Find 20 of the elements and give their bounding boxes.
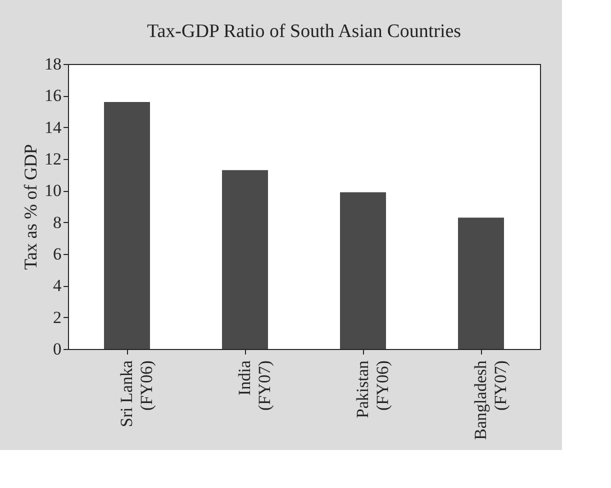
bar bbox=[104, 102, 150, 349]
y-tick-label: 4 bbox=[53, 276, 62, 296]
y-axis-title: Tax as % of GDP bbox=[20, 144, 40, 270]
x-tick-label: Sri Lanka (FY06) bbox=[117, 360, 156, 428]
x-tick-label: India (FY07) bbox=[235, 360, 274, 411]
y-tick-label: 0 bbox=[53, 340, 62, 358]
chart-title: Tax-GDP Ratio of South Asian Countries bbox=[146, 21, 462, 42]
x-tick-label: Pakistan (FY06) bbox=[353, 360, 392, 418]
y-tick-label: 18 bbox=[44, 54, 62, 74]
y-tick-label: 8 bbox=[53, 212, 62, 232]
y-tick-label: 6 bbox=[53, 244, 62, 264]
y-tick-label: 14 bbox=[44, 118, 62, 137]
bar bbox=[458, 218, 504, 349]
y-tick-label: 12 bbox=[44, 150, 62, 168]
x-tick-label: Bangladesh (FY07) bbox=[471, 360, 510, 440]
y-tick-label: 16 bbox=[44, 86, 62, 106]
y-tick-label: 10 bbox=[44, 181, 62, 200]
bar bbox=[340, 192, 386, 349]
bar bbox=[222, 170, 268, 349]
y-tick-label: 2 bbox=[53, 308, 62, 327]
